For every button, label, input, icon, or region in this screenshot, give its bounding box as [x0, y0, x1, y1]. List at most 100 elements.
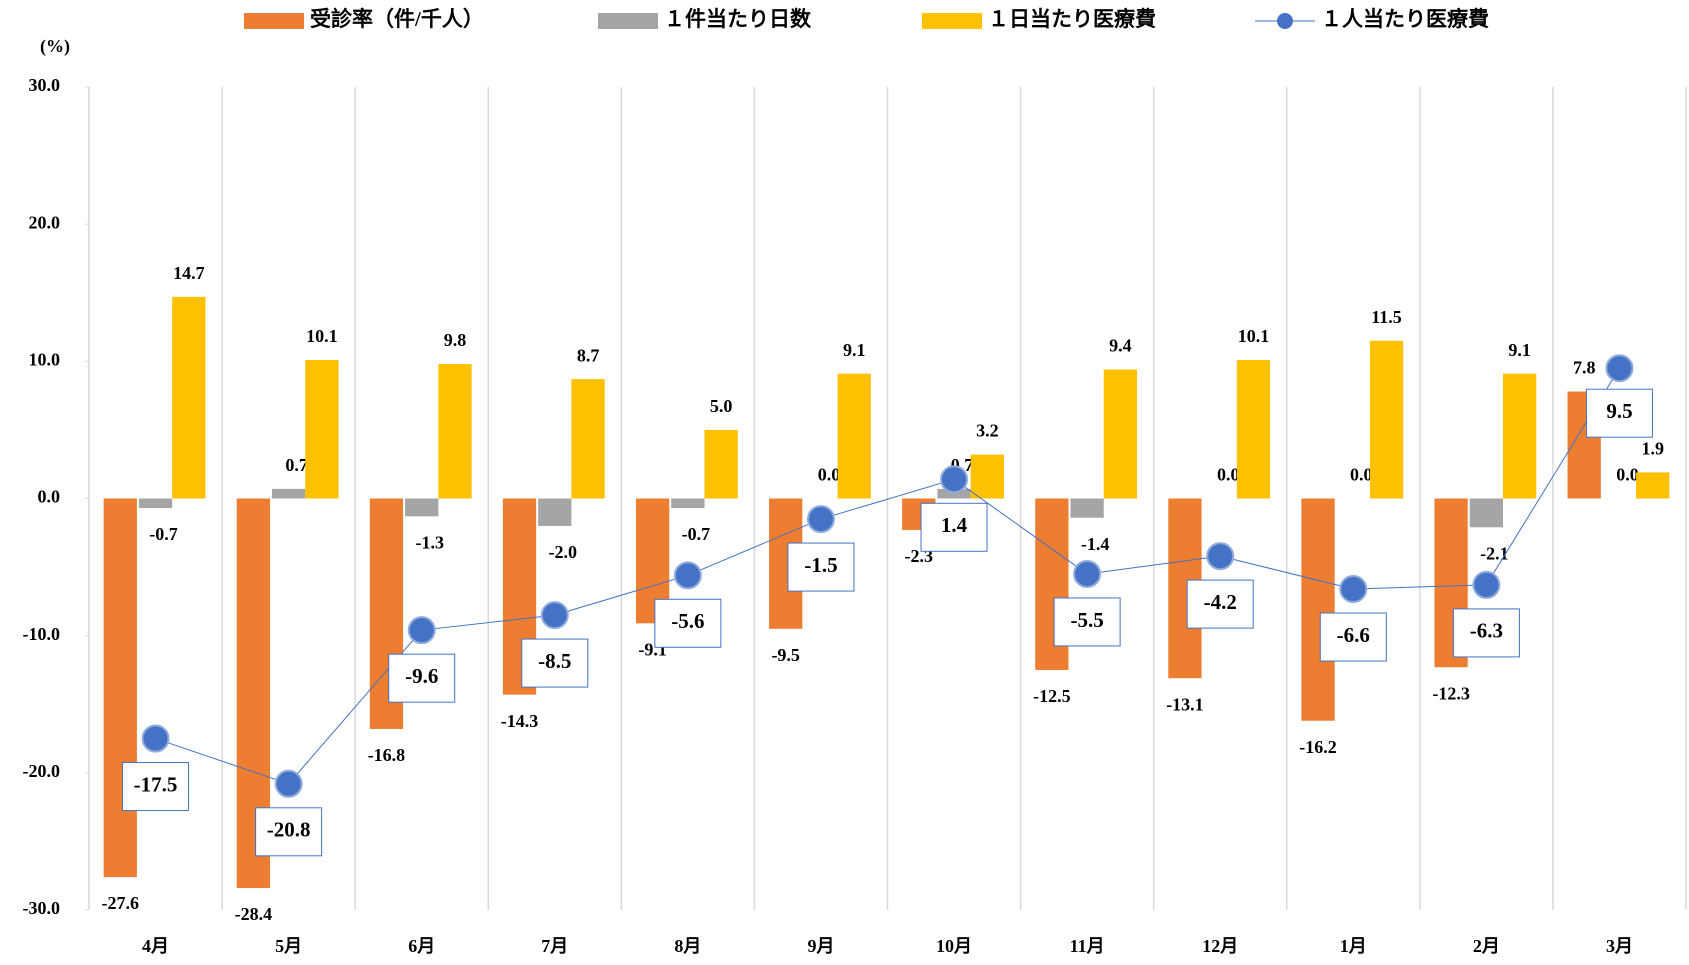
y-tick-label: -10.0: [23, 624, 61, 644]
bar: [704, 429, 738, 499]
data-label: 0.0: [1350, 465, 1373, 485]
data-label: 0.0: [1616, 465, 1639, 485]
data-label-box: [920, 502, 988, 552]
bar: [970, 454, 1004, 499]
data-label: -6.3: [1470, 619, 1503, 643]
x-tick-label: 12月: [1202, 936, 1238, 956]
data-label: -14.3: [501, 711, 539, 731]
data-label: 9.8: [444, 330, 467, 350]
data-label-box: [388, 653, 456, 703]
y-tick-label: -20.0: [23, 761, 61, 781]
x-tick-label: 10月: [936, 936, 972, 956]
data-label-box: [1585, 388, 1653, 438]
data-label: 9.1: [843, 340, 866, 360]
data-label-box: [1452, 608, 1520, 658]
data-label: 0.7: [285, 455, 308, 475]
data-label: -9.5: [771, 645, 800, 665]
data-label: -8.5: [538, 649, 571, 673]
data-label-box: [521, 638, 589, 688]
data-label: 0.0: [1217, 465, 1240, 485]
data-label: 7.8: [1573, 358, 1596, 378]
data-label: 14.7: [173, 263, 205, 283]
bar: [271, 488, 306, 499]
data-label: -12.3: [1432, 683, 1470, 703]
data-label: -17.5: [134, 772, 178, 796]
bar: [1369, 340, 1404, 499]
bar: [1636, 472, 1670, 499]
data-label: -2.1: [1480, 543, 1509, 563]
data-label-box: [787, 542, 855, 592]
bar: [172, 296, 206, 499]
data-label: 10.1: [306, 326, 338, 346]
line-marker: [407, 616, 436, 645]
data-label: -2.0: [549, 542, 578, 562]
data-label: -5.5: [1071, 608, 1104, 632]
data-label: -9.6: [405, 664, 438, 688]
line-marker: [274, 769, 303, 798]
line-marker: [673, 561, 702, 590]
x-tick-label: 6月: [408, 936, 435, 956]
bar: [1070, 498, 1104, 518]
x-tick-label: 1月: [1340, 936, 1367, 956]
data-label: -1.4: [1081, 534, 1110, 554]
bar: [405, 498, 439, 517]
y-tick-label: -30.0: [23, 898, 61, 918]
data-label: -13.1: [1166, 694, 1204, 714]
y-tick-label: 20.0: [29, 212, 61, 232]
data-label-box: [1186, 579, 1254, 629]
y-axis-label: (%): [40, 36, 70, 57]
legend-swatch: [244, 13, 304, 29]
data-label: 9.5: [1606, 399, 1632, 423]
data-label: 9.4: [1109, 336, 1132, 356]
bar: [305, 359, 339, 499]
legend-label: １件当たり日数: [664, 7, 812, 31]
x-tick-label: 2月: [1473, 936, 1500, 956]
bar: [1301, 498, 1335, 721]
data-label-box: [255, 807, 323, 857]
bar: [438, 364, 472, 499]
legend-label: １日当たり医療費: [988, 7, 1156, 31]
y-tick-label: 10.0: [29, 349, 61, 369]
y-tick-label: 0.0: [38, 487, 61, 507]
y-tick-label: 30.0: [29, 75, 61, 95]
line-marker: [1339, 575, 1368, 604]
legend-swatch: [922, 13, 982, 29]
bar: [1469, 498, 1504, 528]
data-label: -5.6: [671, 609, 704, 633]
data-label-box: [1053, 597, 1121, 647]
data-label-box: [654, 598, 722, 648]
x-tick-label: 11月: [1070, 936, 1105, 956]
line-marker: [1472, 570, 1501, 599]
bar: [671, 498, 705, 509]
data-label: -1.5: [804, 553, 837, 577]
x-tick-label: 9月: [807, 936, 834, 956]
data-label-box: [1319, 612, 1387, 662]
data-label: 5.0: [710, 396, 733, 416]
data-label: 8.7: [577, 345, 600, 365]
bar: [937, 488, 971, 499]
data-label: 9.1: [1508, 340, 1531, 360]
data-label: -6.6: [1337, 623, 1370, 647]
bar: [837, 373, 871, 499]
bar: [1236, 359, 1271, 499]
line-marker: [1073, 559, 1102, 588]
line-marker: [940, 465, 969, 494]
data-label: -12.5: [1033, 686, 1071, 706]
line-marker: [1206, 542, 1235, 571]
bar: [538, 498, 572, 526]
legend-label: 受診率（件/千人）: [310, 7, 484, 31]
data-label: -0.7: [149, 524, 178, 544]
legend-label: １人当たり医療費: [1321, 7, 1489, 31]
data-label: -28.4: [235, 904, 273, 924]
data-label: 3.2: [976, 421, 999, 441]
data-label: 11.5: [1371, 307, 1402, 327]
bar: [571, 379, 605, 499]
legend-marker: [1277, 13, 1293, 29]
line-marker: [1605, 354, 1634, 383]
x-tick-label: 5月: [275, 936, 302, 956]
data-label: 1.4: [941, 513, 968, 537]
bar: [1503, 373, 1537, 499]
x-tick-label: 7月: [541, 936, 568, 956]
x-tick-label: 4月: [142, 936, 169, 956]
